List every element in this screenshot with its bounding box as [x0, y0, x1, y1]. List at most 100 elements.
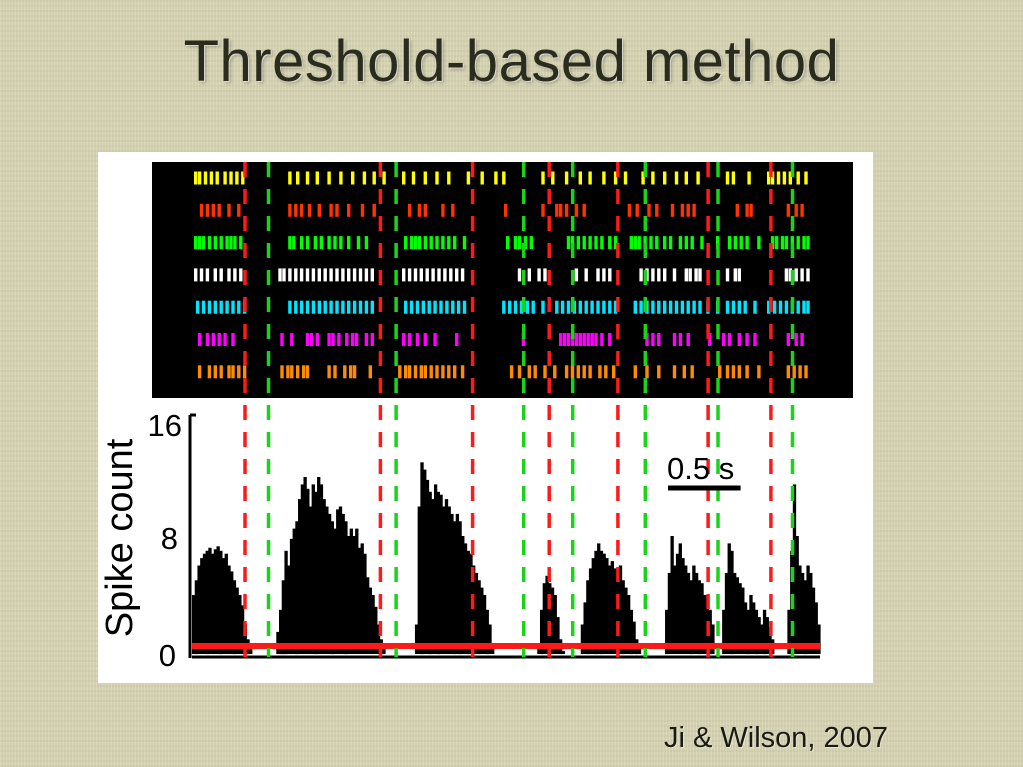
spike-tick	[205, 203, 210, 217]
spike-tick	[690, 236, 694, 250]
spike-tick	[352, 268, 357, 282]
spike-tick	[651, 300, 655, 314]
histogram-bar	[542, 583, 547, 654]
spike-tick	[533, 365, 537, 379]
histogram-bar	[811, 587, 816, 654]
slide-title: Threshold-based method	[183, 29, 840, 94]
spike-tick	[455, 268, 459, 282]
spike-tick	[508, 300, 512, 314]
spike-tick	[209, 171, 214, 185]
spike-tick	[217, 203, 221, 217]
histogram-bar	[626, 595, 631, 654]
spike-tick	[578, 333, 582, 346]
spike-tick	[197, 171, 202, 185]
spike-tick	[239, 268, 243, 282]
spike-tick	[553, 365, 557, 379]
spike-tick	[354, 333, 359, 346]
spike-tick	[663, 171, 667, 185]
spike-tick	[725, 365, 730, 379]
spike-tick	[356, 236, 361, 250]
histogram-bar	[752, 602, 756, 654]
histogram-bar	[637, 648, 642, 654]
spike-tick	[451, 203, 455, 217]
spike-tick	[737, 365, 741, 379]
histogram-bar	[208, 547, 212, 654]
histogram-bar	[803, 580, 808, 655]
spike-tick	[299, 236, 304, 250]
spike-tick	[800, 333, 804, 346]
spike-tick	[435, 236, 439, 250]
spike-tick	[411, 171, 416, 185]
histogram-bar	[279, 609, 283, 655]
histogram-bar	[730, 550, 734, 655]
spike-tick	[582, 203, 586, 217]
histogram-bar	[599, 550, 604, 655]
spike-tick	[351, 171, 355, 185]
histogram-bar	[417, 506, 421, 654]
spike-tick	[645, 333, 649, 346]
spike-tick	[602, 300, 606, 314]
histogram-layer	[192, 462, 821, 659]
spike-tick	[305, 300, 310, 314]
histogram-bar	[765, 617, 769, 654]
histogram-bar	[314, 491, 318, 655]
spike-tick	[197, 365, 202, 379]
histogram-bar	[224, 553, 228, 654]
spike-tick	[770, 236, 775, 250]
spike-tick	[453, 365, 457, 379]
spike-tick	[541, 171, 545, 185]
spike-tick	[333, 365, 337, 379]
spike-tick	[437, 268, 441, 282]
histogram-bar	[610, 561, 614, 654]
histogram-bar	[472, 565, 476, 654]
spike-tick	[456, 300, 461, 314]
spike-tick	[358, 268, 363, 282]
histogram-bar	[333, 528, 337, 654]
spike-tick	[564, 203, 569, 217]
spike-tick	[425, 268, 429, 282]
histogram-bar	[537, 646, 541, 654]
spike-tick	[343, 365, 347, 379]
spike-tick	[213, 268, 217, 282]
spike-tick	[207, 300, 212, 314]
histogram-bar	[325, 506, 329, 654]
spike-tick	[727, 236, 732, 250]
spike-tick	[784, 236, 789, 250]
spike-tick	[570, 333, 575, 346]
histogram-bar	[303, 477, 307, 654]
histogram-bar	[550, 587, 555, 654]
spike-tick	[404, 300, 408, 314]
spike-tick	[417, 203, 422, 217]
spike-tick	[307, 203, 312, 217]
histogram-bar	[743, 602, 748, 654]
spike-tick	[243, 365, 247, 379]
spike-tick	[460, 365, 465, 379]
spike-tick	[407, 365, 412, 379]
y-tick-label-16: 16	[148, 408, 182, 443]
spike-tick	[219, 365, 223, 379]
spike-tick	[233, 268, 237, 282]
spike-tick	[739, 236, 743, 250]
histogram-bar	[594, 550, 598, 655]
histogram-bar	[727, 543, 731, 654]
spike-tick	[235, 171, 239, 185]
histogram-bar	[308, 506, 313, 654]
spike-tick	[311, 268, 316, 282]
histogram-bar	[787, 609, 791, 655]
histogram-bar	[798, 565, 802, 654]
spike-tick	[435, 365, 439, 379]
spike-tick	[335, 268, 339, 282]
spike-tick	[278, 268, 282, 282]
histogram-bar	[355, 528, 359, 654]
spike-tick	[574, 203, 579, 217]
spike-tick	[570, 236, 575, 250]
spike-tick	[402, 268, 406, 282]
histogram-bar	[580, 624, 585, 654]
spike-tick	[774, 236, 779, 250]
spike-tick	[574, 268, 579, 282]
spike-tick	[784, 300, 789, 314]
histogram-bar	[365, 577, 370, 654]
histogram-bar	[352, 536, 356, 654]
spike-tick	[690, 365, 694, 379]
spike-tick	[364, 268, 369, 282]
